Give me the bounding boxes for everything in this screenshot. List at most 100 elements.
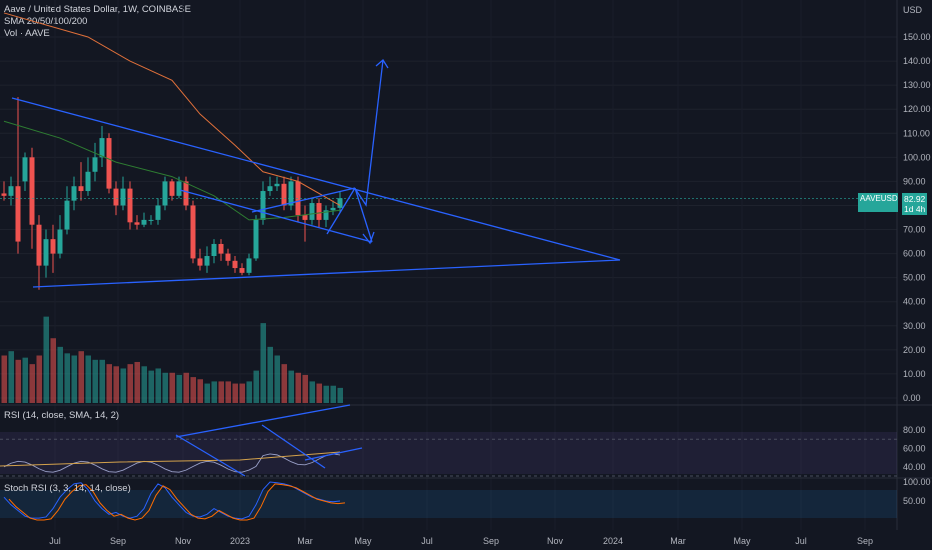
rsi-pane-label[interactable]: RSI (14, close, SMA, 14, 2) (4, 410, 120, 421)
y-tick-label: 150.00 (903, 32, 931, 42)
y-tick-label: 50.00 (903, 273, 926, 283)
candle-body (99, 138, 105, 158)
y-tick-label: 100.00 (903, 152, 931, 162)
volume-bar (323, 385, 329, 403)
x-tick-label: Sep (483, 536, 499, 546)
x-tick-label: Mar (670, 536, 686, 546)
x-tick-label: 2024 (603, 536, 623, 546)
arrowhead (362, 231, 375, 245)
volume-bar (113, 366, 119, 403)
volume-bar (36, 355, 42, 403)
stoch-rsi-pane-label[interactable]: Stoch RSI (3, 3, 14, 14, close) (4, 483, 131, 494)
trendline-upper (11, 97, 621, 261)
candle-body (50, 239, 56, 254)
x-tick-label: Jul (421, 536, 433, 546)
candle-body (253, 219, 259, 259)
volume-bar (148, 370, 154, 403)
candle-body (162, 181, 168, 206)
last-price-value: 82.92 (902, 193, 928, 205)
projection-line (326, 187, 356, 235)
y-tick-label: 110.00 (903, 128, 930, 138)
volume-bar (169, 372, 175, 403)
stoch-tick-label: 50.00 (903, 496, 926, 506)
candle-body (148, 219, 154, 221)
candle-body (106, 138, 112, 189)
y-tick-label: 140.00 (903, 56, 931, 66)
volume-bar (190, 377, 196, 403)
x-tick-label: Sep (857, 536, 873, 546)
y-tick-label: 20.00 (903, 345, 926, 355)
candle-body (8, 186, 14, 196)
candle-body (113, 188, 119, 206)
candle-body (141, 219, 147, 225)
candle-body (71, 186, 77, 201)
rsi-band (0, 432, 897, 474)
volume-bar (1, 355, 7, 403)
projection-line (354, 187, 373, 243)
x-tick-label: May (733, 536, 751, 546)
x-tick-label: May (354, 536, 372, 546)
rsi-trendline (175, 434, 246, 477)
volume-bar (57, 346, 63, 403)
y-tick-label: 70.00 (903, 225, 926, 235)
stoch-tick-label: 100.00 (903, 477, 931, 487)
bar-countdown: 1d 4h (902, 203, 928, 215)
volume-bar (225, 381, 231, 403)
chart-title: Aave / United States Dollar, 1W, COINBAS… (4, 4, 191, 15)
volume-bar (267, 346, 273, 403)
stoch-d-line (8, 483, 346, 521)
candle-body (85, 171, 91, 192)
sma-line-secondary (3, 120, 341, 221)
candle-body (22, 157, 28, 182)
candle-body (281, 183, 287, 206)
wedge-line (179, 189, 373, 243)
stoch-band (0, 490, 897, 518)
sma-indicator-label[interactable]: SMA 20/50/100/200 (4, 16, 88, 27)
volume-bar (141, 366, 147, 403)
candle-body (246, 258, 252, 273)
x-tick-label: Mar (297, 536, 313, 546)
volume-bar (232, 383, 238, 403)
volume-bar (120, 368, 126, 403)
volume-bar (260, 323, 266, 403)
y-tick-label: 10.00 (903, 369, 926, 379)
x-tick-label: Nov (175, 536, 192, 546)
y-tick-label: 40.00 (903, 297, 926, 307)
trendline-lower (32, 259, 621, 288)
volume-bar (71, 355, 77, 403)
volume-bar (162, 372, 168, 403)
volume-indicator-label[interactable]: Vol · AAVE (4, 28, 50, 39)
candle-body (274, 183, 280, 187)
candle-body (190, 205, 196, 259)
volume-bar (246, 381, 252, 403)
price-tag-ticker: AAVEUSD (860, 194, 898, 203)
volume-bar (330, 385, 336, 403)
volume-bar (176, 374, 182, 403)
candle-body (183, 181, 189, 206)
candle-body (43, 239, 49, 266)
volume-bar (204, 383, 210, 403)
volume-bar (127, 364, 133, 403)
volume-bar (302, 374, 308, 403)
volume-bar (99, 359, 105, 403)
candle-body (36, 224, 42, 266)
volume-bar (85, 355, 91, 403)
wedge-line (251, 187, 356, 213)
volume-bar (309, 381, 315, 403)
candle-body (337, 198, 343, 208)
arrowhead (375, 59, 389, 69)
projection-arrow (355, 59, 384, 207)
y-tick-label: 30.00 (903, 321, 926, 331)
volume-bar (22, 357, 28, 403)
candle-body (15, 186, 21, 242)
volume-bar (64, 353, 70, 403)
candle-body (176, 181, 182, 196)
rsi-trendline (261, 424, 326, 469)
volume-bar (253, 370, 259, 403)
candle-body (330, 207, 336, 211)
volume-bar (197, 379, 203, 403)
candle-body (204, 256, 210, 266)
candle-body (155, 205, 161, 220)
candle-body (127, 188, 133, 223)
